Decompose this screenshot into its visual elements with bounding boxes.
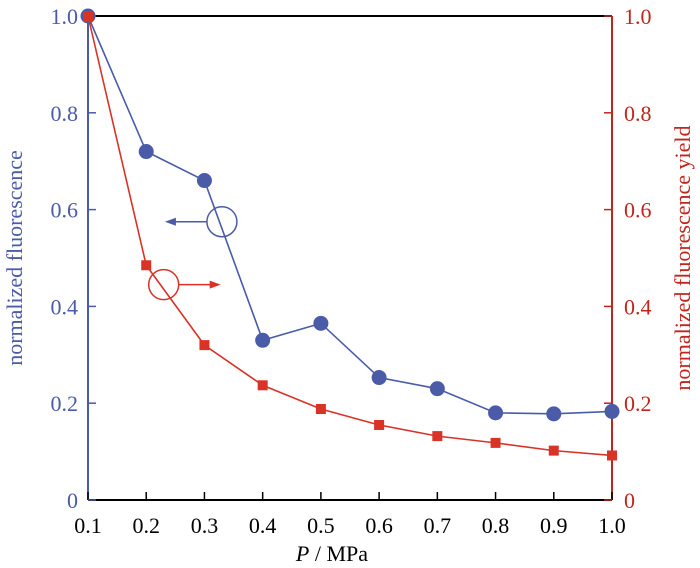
series-2-point [83,11,93,21]
x-tick-label: 0.2 [132,513,160,538]
series-1-point [429,381,445,397]
series-2 [83,11,617,461]
series-1-point [604,403,620,419]
x-tick-label: 0.4 [249,513,277,538]
x-axis-title: P / MPa [295,541,368,566]
left-y-tick-label: 1.0 [51,4,79,29]
left-y-tick-label: 0.8 [51,101,79,126]
x-tick-label: 0.5 [307,513,335,538]
axes [87,15,613,501]
x-tick-label: 0.8 [482,513,510,538]
series-1-point [488,405,504,421]
series-1-point [546,406,562,422]
axis-indicator-left [164,205,238,238]
right-y-tick-label: 0 [624,488,635,513]
right-y-tick-label: 0.2 [624,391,652,416]
series-2-point [548,445,559,456]
x-tick-label: 0.9 [540,513,568,538]
x-tick-label: 0.7 [424,513,452,538]
series-2-point [490,437,501,448]
left-y-tick-label: 0.2 [51,391,79,416]
x-tick-label: 1.0 [598,513,626,538]
right-y-tick-label: 0.4 [624,294,652,319]
series-2-point [199,340,210,351]
series-1-point [313,315,329,331]
axis-indicator-right [147,268,221,301]
right-y-tick-label: 0.6 [624,198,652,223]
series-2-point [374,419,385,430]
x-axis-title-variable: P [295,541,309,566]
labels: 0.1 0.2 0.3 0.4 0.5 0.6 0.7 0.8 0.9 1.000.20.40.6… [2,4,695,566]
x-tick-label: 0.3 [191,513,219,538]
x-tick-label: 0.1 [74,513,102,538]
series-1-point [196,173,212,189]
left-y-tick-label: 0.4 [51,294,79,319]
left-y-tick-label: 0.6 [51,198,79,223]
series-1-point [138,144,154,160]
left-y-axis-title: normalized fluorescence [2,150,27,366]
annotations [147,205,238,301]
x-axis-title-unit: / MPa [309,541,368,566]
x-tick-label: 0.6 [365,513,393,538]
left-y-tick-label: 0 [67,488,78,513]
series-2-point [432,431,443,442]
right-y-tick-label: 1.0 [624,4,652,29]
series-1-point [371,370,387,386]
series-2-point [141,260,152,271]
series-2-point [315,404,326,415]
series-1 [80,8,620,422]
series-2-point [607,450,617,461]
series-1-line [87,15,613,415]
series-1-point [255,332,271,348]
axis-indicator-arrow-head [209,280,221,289]
series-2-line [87,15,613,457]
right-y-tick-label: 0.8 [624,101,652,126]
axis-indicator-circle [206,205,238,238]
axis-indicator-arrow-head [164,217,176,226]
series-2-point [257,380,268,391]
right-y-axis-title: normalized fluorescence yield [670,125,695,390]
series-layer [80,8,620,461]
